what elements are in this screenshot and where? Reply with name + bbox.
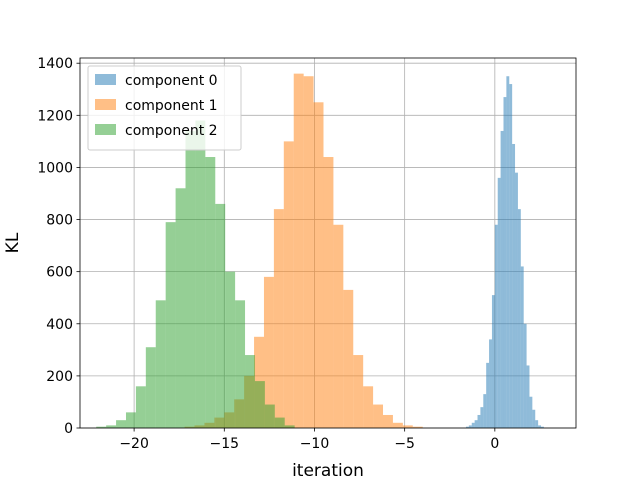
histogram-bar-component-2 xyxy=(125,412,136,428)
histogram-bar-component-2 xyxy=(254,381,265,428)
histogram-bar-component-2 xyxy=(96,426,107,428)
histogram-bar-component-1 xyxy=(313,102,324,428)
histogram-bar-component-0 xyxy=(538,425,542,428)
histogram-bar-component-0 xyxy=(509,84,513,428)
histogram-bar-component-0 xyxy=(520,266,524,428)
histogram-bar-component-2 xyxy=(264,404,275,428)
y-tick-label: 400 xyxy=(46,317,73,333)
histogram-bar-component-2 xyxy=(116,420,126,428)
histogram-bar-component-0 xyxy=(500,130,504,428)
y-tick-label: 1400 xyxy=(37,56,73,72)
histogram-bar-component-2 xyxy=(215,203,226,428)
histogram-bar-component-0 xyxy=(471,422,475,428)
y-tick-label: 0 xyxy=(64,421,73,437)
histogram-bar-component-0 xyxy=(526,365,530,428)
histogram-bar-component-0 xyxy=(541,426,544,428)
histogram-bar-component-0 xyxy=(529,396,533,428)
histogram-bar-component-1 xyxy=(273,209,284,428)
histogram-bar-component-0 xyxy=(535,420,539,428)
histogram-bar-component-2 xyxy=(225,271,236,428)
legend-swatch xyxy=(95,99,116,110)
histogram-bar-component-2 xyxy=(165,222,176,428)
histogram-bar-component-2 xyxy=(145,347,156,428)
histogram-bar-component-0 xyxy=(512,143,516,429)
histogram-bar-component-2 xyxy=(155,300,166,428)
histogram-bar-component-0 xyxy=(465,426,469,428)
histogram-bar-component-0 xyxy=(477,414,481,428)
histogram-bar-component-0 xyxy=(483,394,487,428)
histogram-bar-component-1 xyxy=(373,404,384,428)
legend-label: component 2 xyxy=(125,123,218,139)
histogram-bar-component-0 xyxy=(480,407,484,428)
histogram-bar-component-2 xyxy=(195,120,206,428)
axis-ticks: −20 −15 −10 −5 0 0 200 400 600 800 1000 1200 1400 xyxy=(37,56,499,452)
histogram-bar-component-0 xyxy=(517,209,521,428)
x-tick-label: −20 xyxy=(119,436,149,452)
histogram-bar-component-2 xyxy=(135,386,146,428)
histogram-bar-component-1 xyxy=(283,141,294,428)
x-tick-label: −15 xyxy=(210,436,240,452)
x-tick-label: −10 xyxy=(300,436,330,452)
histogram-bar-component-0 xyxy=(468,425,472,428)
x-axis-label: iteration xyxy=(292,461,364,480)
histogram-bar-component-0 xyxy=(494,224,498,428)
legend-swatch xyxy=(95,124,116,135)
y-tick-label: 200 xyxy=(46,369,73,385)
histogram-bar-component-2 xyxy=(235,300,246,428)
histogram-bar-component-0 xyxy=(497,177,501,428)
histogram-bar-component-1 xyxy=(402,425,413,428)
histogram-bar-component-1 xyxy=(303,76,314,428)
legend-swatch xyxy=(95,74,116,85)
histogram-bar-component-1 xyxy=(363,386,374,428)
y-tick-label: 600 xyxy=(46,265,73,281)
histogram-bar-component-0 xyxy=(491,295,495,428)
histogram-bar-component-2 xyxy=(106,425,117,428)
y-tick-label: 800 xyxy=(46,213,73,229)
legend-label: component 1 xyxy=(125,98,218,114)
histogram-bar-component-1 xyxy=(333,224,344,428)
histogram-bar-component-1 xyxy=(263,276,274,428)
x-tick-label: −5 xyxy=(394,436,415,452)
legend: component 0 component 1 component 2 xyxy=(87,65,242,151)
histogram-bar-component-2 xyxy=(274,417,285,428)
histogram-bar-component-2 xyxy=(175,188,186,428)
histogram-bar-component-1 xyxy=(293,73,304,429)
x-tick-label: 0 xyxy=(490,436,499,452)
histogram-bar-component-2 xyxy=(284,425,295,428)
histogram-bar-component-0 xyxy=(515,172,518,428)
histogram-bar-component-0 xyxy=(503,97,507,429)
histogram-bar-component-0 xyxy=(532,409,536,428)
histogram-bar-component-0 xyxy=(486,362,490,428)
histogram-bar-component-0 xyxy=(523,323,527,428)
plot-frame xyxy=(79,57,577,429)
histogram-bar-component-1 xyxy=(323,157,334,428)
y-tick-label: 1200 xyxy=(37,108,73,124)
histogram-bar-component-0 xyxy=(506,76,510,428)
histogram-bar-component-2 xyxy=(205,157,216,428)
legend-label: component 0 xyxy=(125,73,218,89)
histogram-bar-component-0 xyxy=(489,339,492,428)
histogram-bar-component-2 xyxy=(185,130,196,428)
y-axis-label: KL xyxy=(3,232,23,253)
histogram-bar-component-1 xyxy=(392,422,403,428)
histogram-bar-component-1 xyxy=(412,426,423,428)
histogram-bar-component-1 xyxy=(383,414,393,428)
histogram-bar-component-2 xyxy=(245,355,255,428)
y-tick-label: 1000 xyxy=(37,160,73,176)
histogram-bars xyxy=(96,73,544,429)
legend-box xyxy=(87,65,242,151)
histogram-bar-component-1 xyxy=(343,289,354,428)
histogram-bar-component-1 xyxy=(353,355,364,428)
histogram-bar-component-0 xyxy=(474,420,478,428)
